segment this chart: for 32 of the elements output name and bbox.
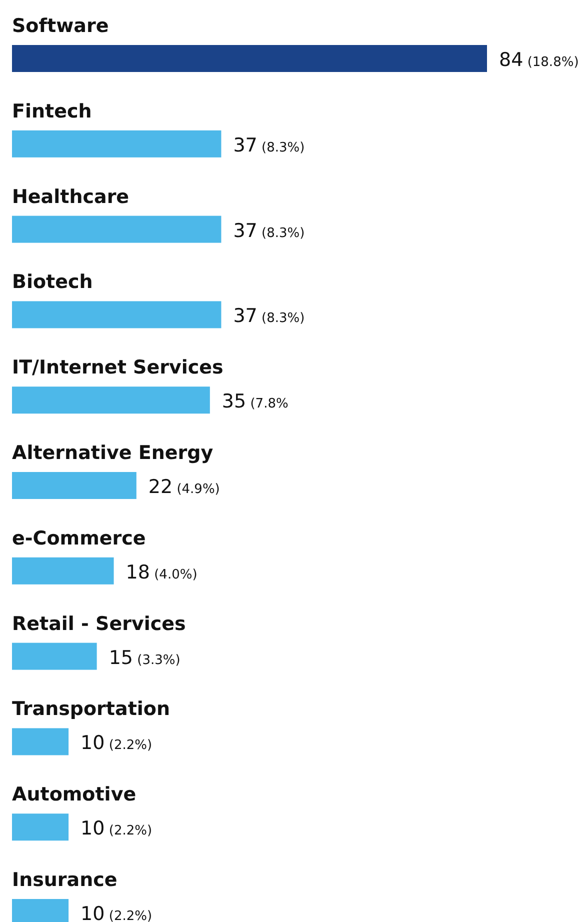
bar [12,557,114,584]
y-tick-label: Automotive [12,784,136,806]
y-tick-label: Alternative Energy [12,442,214,464]
bar [12,472,136,499]
bar [12,386,210,414]
data-label: 22 (4.9%) [148,476,220,498]
y-tick-label: e-Commerce [12,527,146,550]
bar [12,301,222,328]
y-tick-label: Biotech [12,271,93,294]
y-tick-label: Retail - Services [12,612,186,635]
y-tick-label: Insurance [12,869,118,891]
bar [12,814,69,841]
bar [12,642,97,670]
bar [12,45,487,72]
y-tick-label: IT/Internet Services [12,356,224,379]
data-label: 35 (7.8% [222,390,288,413]
bar [12,216,222,243]
y-tick-label: Fintech [12,100,92,122]
y-tick-label: Transportation [12,698,170,720]
data-label: 10 (2.2%) [80,732,152,754]
data-label: 10 (2.2%) [80,818,152,840]
data-label: 37 (8.3%) [233,305,305,328]
y-tick-label: Software [12,15,109,37]
data-label: 37 (8.3%) [233,220,305,242]
y-tick-label: Healthcare [12,186,130,208]
data-label: 10 (2.2%) [80,903,152,922]
bar [12,130,222,158]
bar [12,728,69,756]
data-label: 84 (18.8%) [499,49,579,71]
data-label: 15 (3.3%) [108,646,180,669]
data-label: 37 (8.3%) [233,134,305,156]
data-label: 18 (4.0%) [126,561,198,584]
